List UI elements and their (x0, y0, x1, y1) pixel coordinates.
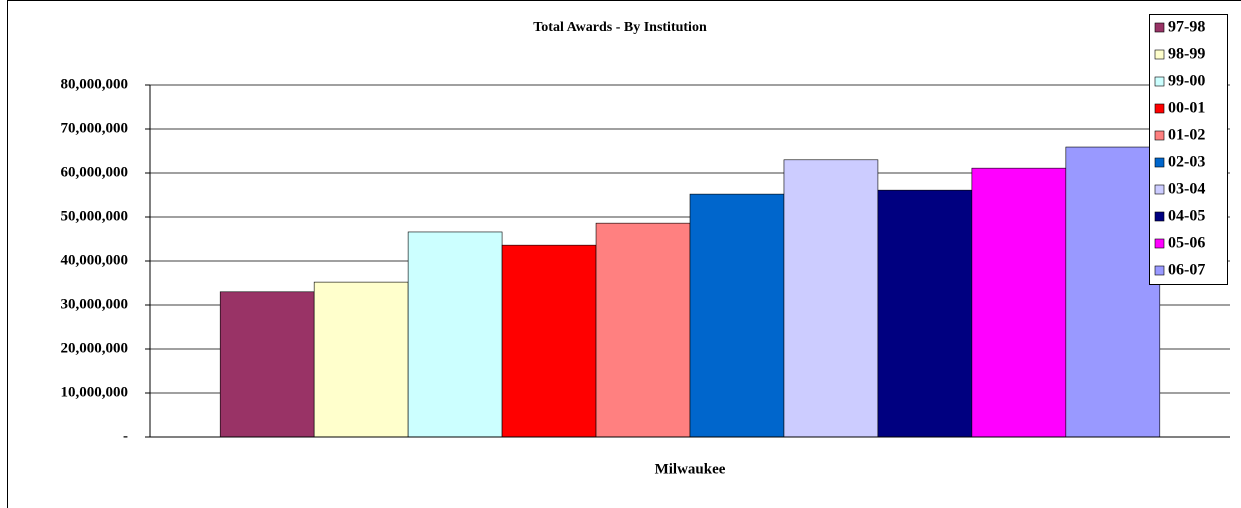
legend-swatch (1154, 238, 1165, 249)
legend-label: 99-00 (1168, 73, 1205, 90)
legend-label: 04-05 (1168, 208, 1205, 225)
bar (501, 244, 597, 438)
legend-swatch (1154, 211, 1165, 222)
y-tick-label: 60,000,000 (61, 164, 129, 180)
y-tick-label: 80,000,000 (61, 76, 129, 92)
x-tick-label: Milwaukee (655, 461, 726, 477)
legend-swatch (1154, 103, 1165, 114)
y-tick-label: 40,000,000 (61, 252, 129, 268)
bar (1065, 146, 1161, 438)
y-tick-label: 10,000,000 (61, 384, 129, 400)
legend-swatch (1154, 76, 1165, 87)
y-tick-label: 50,000,000 (61, 208, 129, 224)
legend-swatch (1154, 157, 1165, 168)
legend-label: 97-98 (1168, 19, 1205, 36)
bar (313, 281, 409, 438)
legend-swatch (1154, 184, 1165, 195)
legend-label: 98-99 (1168, 46, 1205, 63)
chart-title: Total Awards - By Institution (533, 20, 707, 35)
bar (595, 222, 691, 438)
legend-swatch (1154, 130, 1165, 141)
legend-label: 05-06 (1168, 235, 1205, 252)
legend-label: 06-07 (1168, 262, 1205, 279)
bar (971, 167, 1067, 438)
legend-label: 01-02 (1168, 127, 1205, 144)
bar (783, 159, 879, 438)
legend-swatch (1154, 265, 1165, 276)
y-tick-label: 30,000,000 (61, 296, 129, 312)
y-tick-label: 70,000,000 (61, 120, 129, 136)
bar (877, 189, 973, 438)
bar (407, 231, 503, 438)
legend-swatch (1154, 49, 1165, 60)
y-tick-label: 20,000,000 (61, 340, 129, 356)
y-tick-label: - (123, 428, 128, 444)
legend-label: 02-03 (1168, 154, 1205, 171)
bar (219, 291, 315, 438)
bar (689, 193, 785, 438)
legend-label: 00-01 (1168, 100, 1205, 117)
legend-swatch (1154, 22, 1165, 33)
legend-label: 03-04 (1168, 181, 1205, 198)
